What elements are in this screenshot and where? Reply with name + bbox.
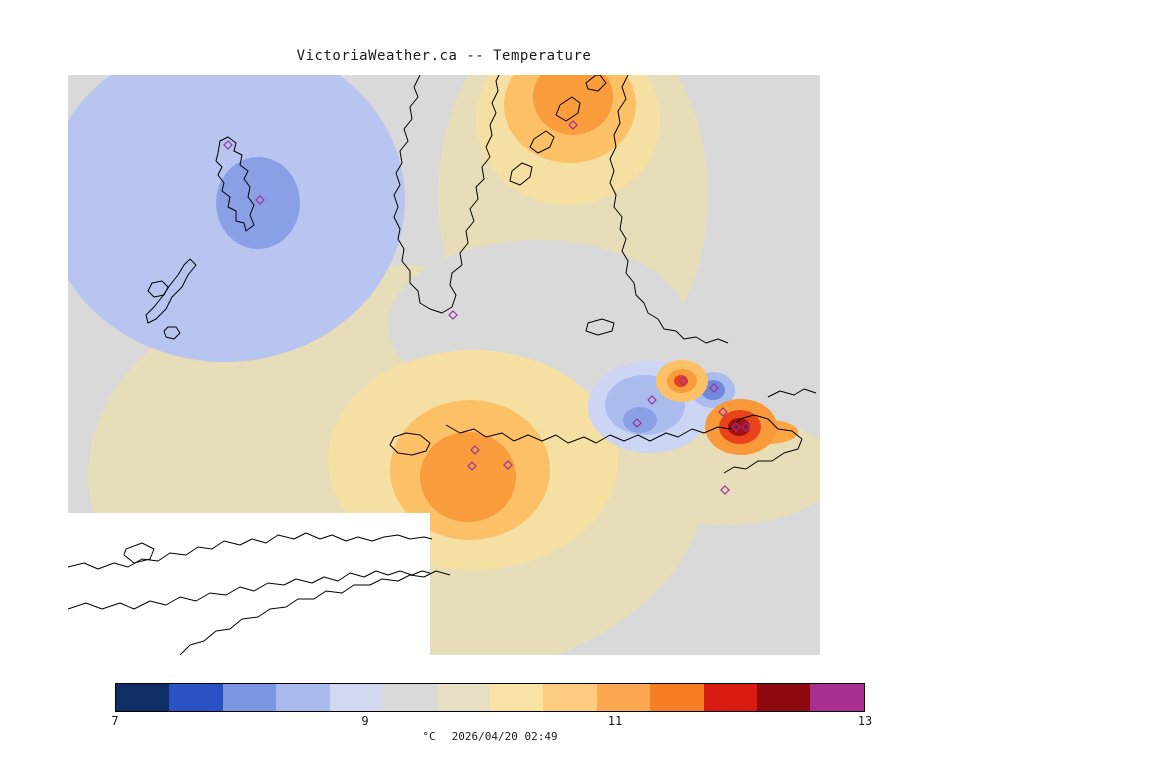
- colorbar-tick: 11: [607, 714, 623, 728]
- coastline: [585, 318, 615, 336]
- coastline: [123, 542, 155, 564]
- coastline: [393, 75, 463, 314]
- coastlines-layer: [68, 75, 817, 655]
- coastline: [585, 75, 607, 92]
- coastline: [459, 75, 500, 266]
- colorbar-timestamp: 2026/04/20 02:49: [451, 730, 558, 743]
- temperature-band: [216, 157, 300, 249]
- temperature-map-canvas: [68, 75, 820, 655]
- colorbar-segment: [436, 684, 490, 711]
- colorbar-segment: [757, 684, 811, 711]
- coastline: [767, 388, 817, 398]
- station-marker-icon: [709, 383, 719, 393]
- colorbar-segment: [650, 684, 704, 711]
- coastline: [68, 570, 431, 610]
- colorbar-segment: [329, 684, 384, 711]
- stations-layer: [223, 120, 751, 495]
- station-marker-icon: [678, 376, 688, 386]
- colorbar-segment: [383, 684, 437, 711]
- colorbar-segment: [276, 684, 330, 711]
- colorbar: [115, 683, 865, 712]
- station-marker-icon: [467, 461, 477, 471]
- coastline: [529, 130, 555, 154]
- coastline: [509, 162, 533, 186]
- temperature-band: [674, 375, 688, 387]
- station-marker-icon: [503, 460, 513, 470]
- coastline: [163, 326, 181, 340]
- station-marker-icon: [741, 422, 751, 432]
- colorbar-caption: °C 2026/04/20 02:49: [115, 730, 865, 743]
- colorbar-segment: [810, 684, 864, 711]
- colorbar-unit-label: °C: [422, 730, 436, 743]
- station-marker-icon: [731, 422, 741, 432]
- temperature-map: [68, 75, 820, 655]
- colorbar-segment: [543, 684, 597, 711]
- coastline: [145, 258, 197, 324]
- colorbar-segment: [116, 684, 170, 711]
- station-marker-icon: [720, 485, 730, 495]
- station-marker-icon: [255, 195, 265, 205]
- colorbar-tick: 13: [857, 714, 873, 728]
- coastline: [179, 570, 451, 655]
- colorbar-segment: [703, 684, 758, 711]
- station-marker-icon: [223, 140, 233, 150]
- station-marker-icon: [470, 445, 480, 455]
- coastline: [215, 136, 255, 232]
- colorbar-segment: [596, 684, 651, 711]
- station-marker-icon: [632, 418, 642, 428]
- page-title: VictoriaWeather.ca -- Temperature: [296, 48, 592, 64]
- station-marker-icon: [568, 120, 578, 130]
- colorbar-tick: 9: [361, 714, 369, 728]
- station-marker-icon: [647, 395, 657, 405]
- colorbar-segment: [489, 684, 544, 711]
- no-data-region: [68, 513, 430, 655]
- coastline: [609, 75, 729, 344]
- colorbar-segment: [169, 684, 223, 711]
- coastline: [445, 414, 803, 474]
- coastline: [389, 432, 431, 456]
- station-marker-icon: [448, 310, 458, 320]
- colorbar-ticks: 7 9 11 13: [111, 714, 872, 729]
- temperature-band: [623, 407, 657, 433]
- temperature-band: [728, 418, 750, 436]
- colorbar-segment: [222, 684, 277, 711]
- colorbar-tick: 7: [111, 714, 119, 728]
- station-marker-icon: [718, 407, 728, 417]
- coastline: [555, 96, 581, 122]
- temperature-band: [420, 432, 516, 522]
- coastline: [147, 280, 169, 298]
